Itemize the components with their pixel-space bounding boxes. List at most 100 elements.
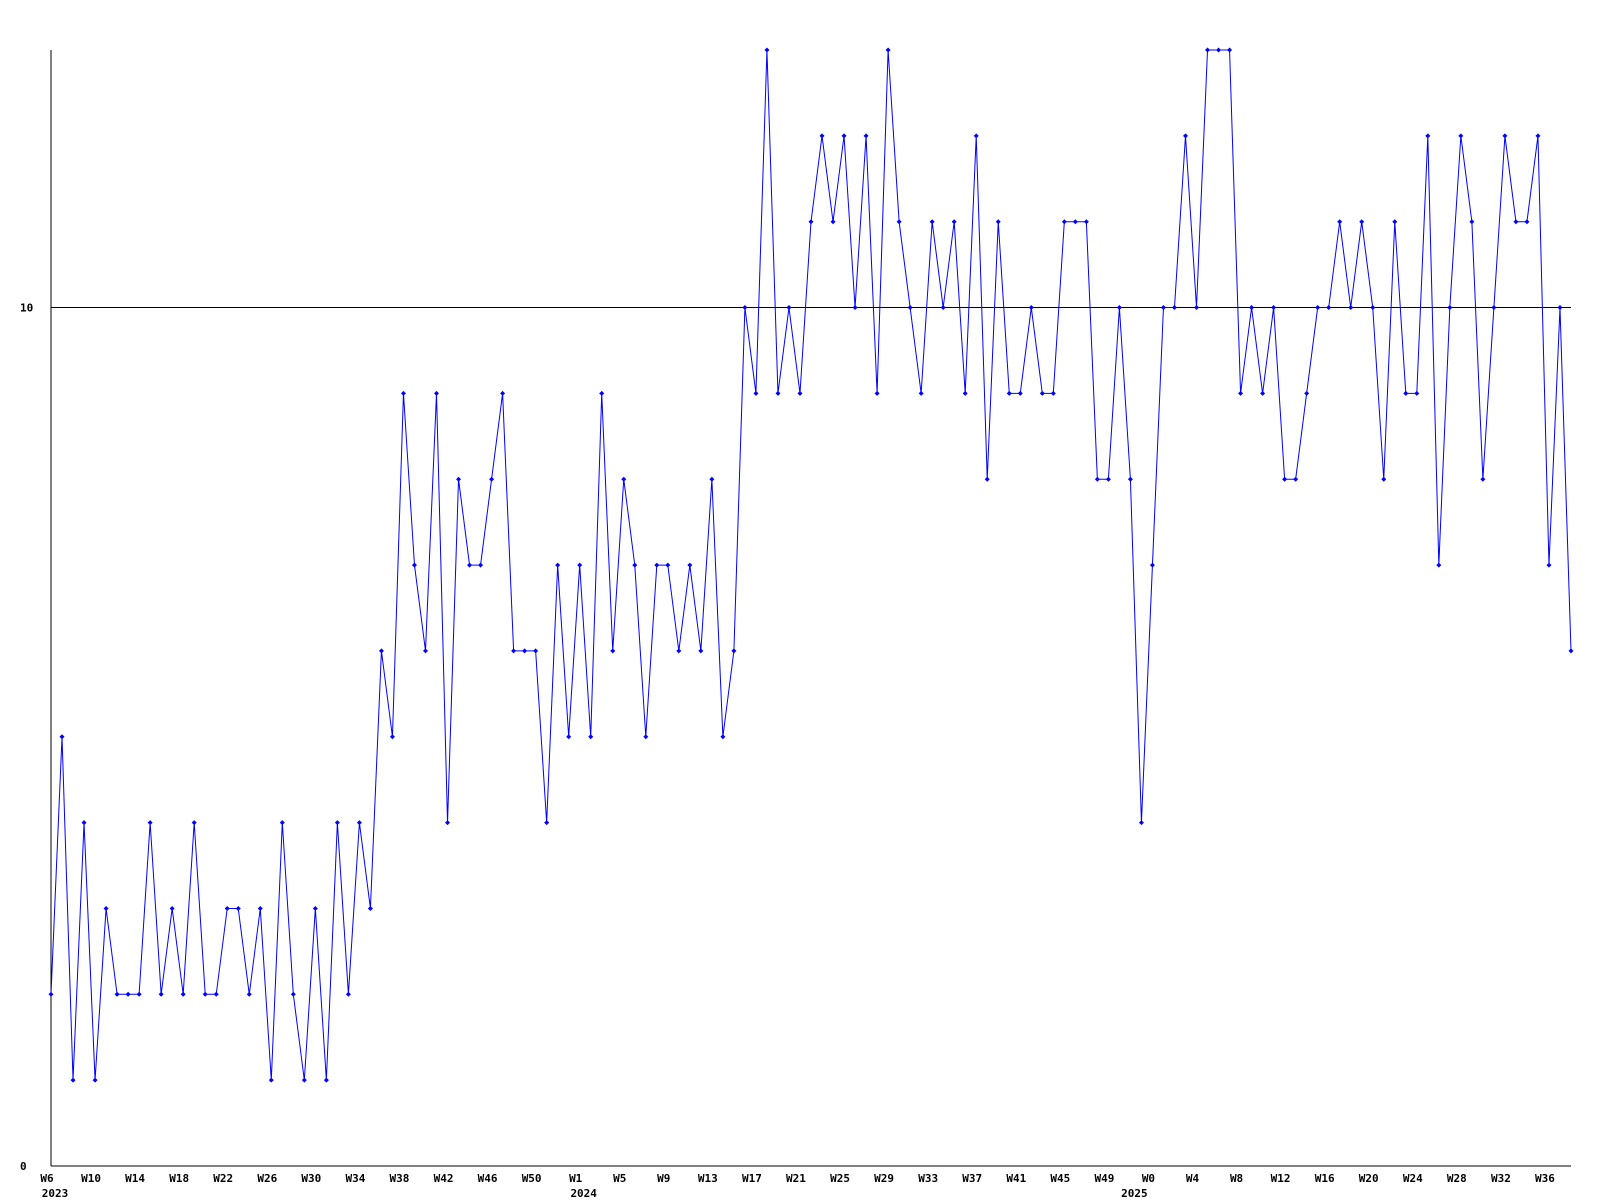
data-point <box>588 734 594 740</box>
data-point <box>1017 390 1023 396</box>
data-point <box>136 991 142 997</box>
data-point <box>1557 305 1563 311</box>
data-point <box>1546 562 1552 568</box>
data-point <box>1458 133 1464 139</box>
year-label: 2025 <box>1121 1187 1148 1200</box>
data-point <box>1293 476 1299 482</box>
data-point <box>1447 305 1453 311</box>
data-point <box>643 734 649 740</box>
data-point <box>1171 305 1177 311</box>
x-tick-label: W36 <box>1535 1172 1555 1185</box>
data-point <box>1315 305 1321 311</box>
x-tick-label: W32 <box>1491 1172 1511 1185</box>
data-point <box>191 820 197 826</box>
data-point <box>235 905 241 911</box>
data-point <box>621 476 627 482</box>
x-tick-label: W21 <box>786 1172 806 1185</box>
data-point <box>1182 133 1188 139</box>
data-point <box>1513 219 1519 225</box>
data-point <box>1205 47 1211 53</box>
data-point <box>202 991 208 997</box>
data-point <box>544 820 550 826</box>
data-point <box>973 133 979 139</box>
data-point <box>1381 476 1387 482</box>
x-tick-label: W49 <box>1094 1172 1114 1185</box>
data-point <box>290 991 296 997</box>
data-point <box>577 562 583 568</box>
data-point <box>929 219 935 225</box>
x-tick-label: W33 <box>918 1172 938 1185</box>
data-point <box>775 390 781 396</box>
data-point <box>764 47 770 53</box>
data-point <box>1149 562 1155 568</box>
data-point <box>742 305 748 311</box>
x-tick-label: W26 <box>257 1172 277 1185</box>
data-point <box>345 991 351 997</box>
data-point <box>114 991 120 997</box>
data-point <box>1502 133 1508 139</box>
data-point <box>632 562 638 568</box>
data-point <box>1370 305 1376 311</box>
x-tick-label: W8 <box>1230 1172 1243 1185</box>
data-point <box>467 562 473 568</box>
data-point <box>1568 648 1574 654</box>
x-tick-label: W42 <box>434 1172 454 1185</box>
y-tick-label: 0 <box>20 1160 27 1173</box>
data-point <box>147 820 153 826</box>
data-point <box>500 390 506 396</box>
data-point <box>158 991 164 997</box>
data-point <box>962 390 968 396</box>
data-point <box>610 648 616 654</box>
data-point <box>246 991 252 997</box>
x-tick-label: W16 <box>1315 1172 1335 1185</box>
data-point <box>81 820 87 826</box>
data-point <box>753 390 759 396</box>
x-tick-label: W1 <box>569 1172 583 1185</box>
x-tick-label: W20 <box>1359 1172 1379 1185</box>
data-point <box>456 476 462 482</box>
data-point <box>367 905 373 911</box>
data-point <box>665 562 671 568</box>
x-tick-label: W46 <box>478 1172 498 1185</box>
data-point <box>1039 390 1045 396</box>
x-tick-label: W34 <box>345 1172 365 1185</box>
data-point <box>698 648 704 654</box>
data-point <box>1138 820 1144 826</box>
data-point <box>720 734 726 740</box>
data-point <box>400 390 406 396</box>
data-point <box>389 734 395 740</box>
data-point <box>1238 390 1244 396</box>
x-tick-label: W17 <box>742 1172 762 1185</box>
data-point <box>676 648 682 654</box>
x-tick-label: W45 <box>1050 1172 1070 1185</box>
data-point <box>257 905 263 911</box>
data-point <box>1491 305 1497 311</box>
data-point <box>268 1077 274 1083</box>
data-point <box>180 991 186 997</box>
data-point <box>533 648 539 654</box>
data-point <box>279 820 285 826</box>
data-point <box>489 476 495 482</box>
x-tick-label: W24 <box>1403 1172 1423 1185</box>
data-point <box>48 991 54 997</box>
data-point <box>951 219 957 225</box>
data-point <box>70 1077 76 1083</box>
data-point <box>323 1077 329 1083</box>
data-point <box>1469 219 1475 225</box>
data-point <box>1194 305 1200 311</box>
data-point <box>478 562 484 568</box>
x-tick-label: W29 <box>874 1172 894 1185</box>
data-point <box>1326 305 1332 311</box>
data-point <box>940 305 946 311</box>
data-point <box>1414 390 1420 396</box>
x-tick-label: W50 <box>522 1172 542 1185</box>
data-point <box>808 219 814 225</box>
data-point <box>1348 305 1354 311</box>
year-label: 2023 <box>42 1187 69 1200</box>
data-point <box>654 562 660 568</box>
x-tick-label: W37 <box>962 1172 982 1185</box>
y-tick-label: 10 <box>20 302 33 315</box>
data-line <box>50 49 1572 1081</box>
data-point <box>334 820 340 826</box>
